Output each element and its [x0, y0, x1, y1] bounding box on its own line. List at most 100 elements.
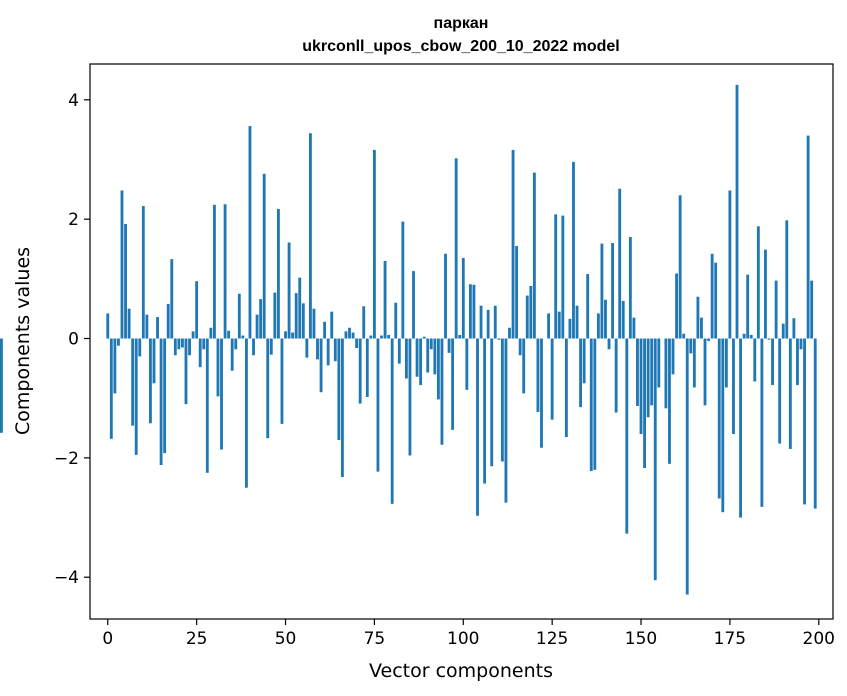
bar [714, 262, 718, 339]
bar [810, 280, 814, 339]
bar [440, 338, 444, 445]
bar [525, 295, 529, 339]
bar [671, 338, 675, 375]
bar [166, 303, 170, 339]
bar [799, 338, 803, 350]
bar [298, 277, 302, 339]
bar [326, 338, 330, 366]
bar [280, 338, 284, 424]
bar [387, 334, 391, 339]
bar [483, 338, 487, 484]
bar [564, 338, 568, 437]
bar [422, 336, 426, 339]
bar [348, 327, 351, 339]
bar [707, 338, 710, 341]
bar [401, 221, 405, 339]
x-tick-label: 200 [803, 629, 835, 649]
bar [170, 259, 174, 339]
bar [248, 126, 252, 339]
bar [771, 338, 774, 386]
bar [301, 303, 305, 339]
bar [611, 243, 615, 339]
bar [134, 338, 138, 455]
bar [689, 338, 693, 354]
bar [262, 173, 266, 339]
bar [493, 305, 497, 339]
bar [241, 335, 245, 339]
bar [614, 338, 618, 413]
x-tick-label: 150 [625, 629, 657, 649]
bar [255, 314, 259, 339]
bar [724, 338, 728, 388]
bar [678, 195, 682, 339]
bar [628, 237, 632, 339]
bar [124, 223, 127, 339]
bar [284, 331, 287, 339]
bar [781, 323, 785, 339]
bar [106, 313, 110, 339]
bar [308, 133, 312, 339]
bar [408, 338, 412, 456]
bar [742, 333, 746, 339]
bar [429, 338, 433, 350]
bar [245, 338, 248, 488]
bar [764, 249, 767, 339]
bar [237, 293, 241, 339]
bar [390, 338, 394, 504]
bar [252, 338, 255, 356]
bar [540, 338, 543, 448]
bar [323, 321, 327, 339]
bar [788, 338, 792, 449]
bar [735, 84, 739, 339]
bar [415, 338, 419, 377]
bar [312, 308, 316, 339]
x-tick-label: 125 [536, 629, 568, 649]
bar [532, 172, 536, 339]
y-tick-label: 4 [68, 91, 79, 111]
bar [230, 338, 234, 371]
bar [383, 260, 387, 339]
bar [717, 338, 721, 499]
bar [294, 293, 298, 339]
bars-group [0, 84, 817, 595]
bar [358, 338, 362, 404]
bar [696, 296, 700, 339]
bar [703, 338, 707, 406]
bar [458, 334, 462, 339]
bar [138, 338, 142, 357]
bar [198, 338, 202, 368]
bar [508, 327, 511, 339]
bar [397, 338, 401, 364]
bar [515, 246, 519, 339]
bar [639, 338, 643, 434]
bar [792, 318, 796, 339]
bar [607, 338, 611, 350]
bar [433, 338, 437, 375]
bar [305, 338, 309, 358]
bar [568, 318, 572, 339]
bar [234, 338, 238, 350]
bar [732, 338, 735, 434]
bar [547, 313, 551, 339]
x-tick-label: 50 [275, 629, 297, 649]
bar [117, 338, 120, 346]
bar [785, 220, 789, 339]
bar [582, 338, 586, 384]
bar [404, 338, 408, 379]
bar [216, 338, 220, 397]
bar [269, 338, 273, 355]
y-tick-label: −4 [54, 568, 79, 588]
bar [319, 338, 323, 393]
bar [227, 330, 231, 339]
bar [618, 188, 622, 339]
bar [468, 284, 472, 339]
bar [749, 334, 753, 339]
bar [685, 338, 689, 595]
bar [436, 338, 440, 400]
bar [159, 338, 163, 466]
bar [380, 335, 383, 339]
bar [451, 338, 455, 430]
bar [557, 311, 561, 339]
bar [426, 338, 430, 373]
